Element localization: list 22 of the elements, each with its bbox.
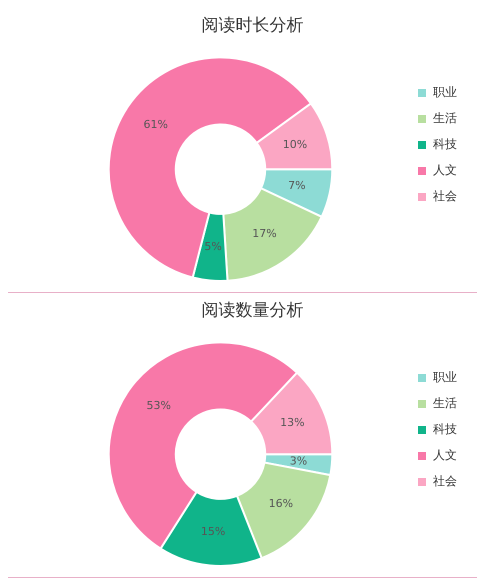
legend-label: 社会: [433, 189, 457, 204]
data-label: 15%: [200, 524, 226, 538]
data-label: 17%: [252, 226, 277, 240]
legend-label: 科技: [433, 137, 457, 152]
legend-label: 生活: [433, 396, 457, 410]
data-label: 5%: [204, 240, 222, 253]
chart-title: 阅读时长分析: [202, 16, 304, 36]
legend-label: 科技: [433, 422, 457, 436]
data-label: 7%: [288, 179, 306, 192]
data-label: 10%: [282, 138, 308, 151]
data-label: 16%: [268, 496, 294, 510]
legend-label: 生活: [433, 111, 457, 126]
data-label: 3%: [290, 454, 308, 468]
legend-label: 人文: [433, 163, 457, 178]
legend-label: 职业: [433, 85, 457, 100]
legend-label: 职业: [433, 370, 457, 384]
data-label: 13%: [280, 416, 305, 429]
legend-label: 社会: [433, 474, 457, 488]
data-label: 61%: [144, 118, 168, 132]
chart-title: 阅读数量分析: [202, 300, 304, 321]
data-label: 53%: [146, 399, 171, 412]
legend-label: 人文: [433, 448, 457, 462]
